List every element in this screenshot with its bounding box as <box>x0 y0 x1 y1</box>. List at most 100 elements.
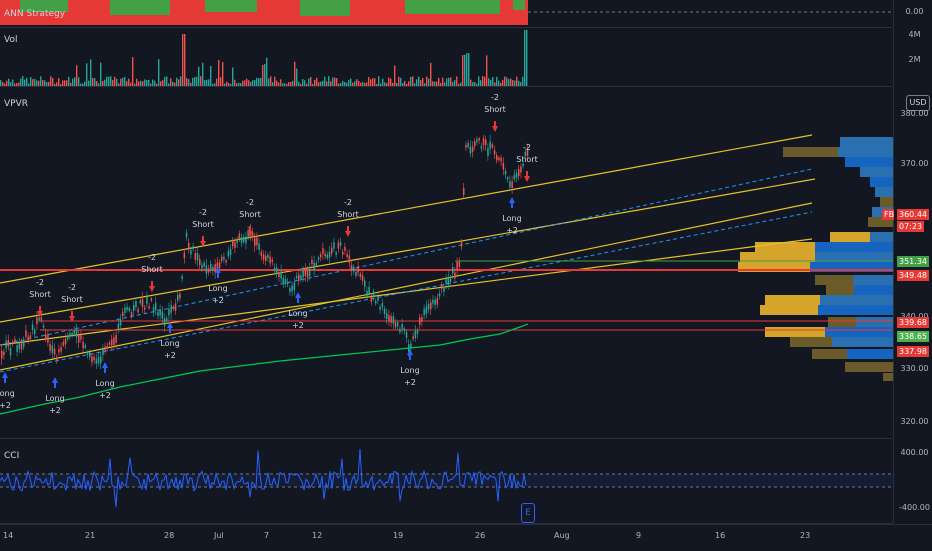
volume-bar <box>494 82 496 86</box>
volume-bar <box>302 79 304 86</box>
price-tick-330: 330.00 <box>900 364 929 373</box>
candle-body <box>518 169 520 177</box>
candle-body <box>333 242 335 249</box>
volume-bar <box>346 82 348 86</box>
candle-body <box>498 157 500 160</box>
volume-bar <box>6 80 8 86</box>
candle-body <box>47 334 49 343</box>
volume-bar <box>522 76 524 86</box>
volume-bar <box>110 76 112 86</box>
volume-axis[interactable]: 4M 2M <box>893 28 932 86</box>
candle-body <box>489 141 491 149</box>
candle-body <box>361 275 364 281</box>
volume-bar <box>86 63 88 86</box>
volume-bar <box>470 79 472 86</box>
volume-bar <box>114 76 116 86</box>
volume-bar <box>448 77 450 86</box>
candle-body <box>216 262 219 270</box>
candle-body <box>181 275 183 280</box>
price-tag-last: 360.44 <box>897 209 929 220</box>
candle-body <box>97 357 100 364</box>
volume-bar <box>56 82 58 86</box>
strategy-pane[interactable]: ANN Strategy <box>0 0 893 28</box>
volume-bar <box>436 81 438 86</box>
candle-body <box>234 242 236 248</box>
time-axis[interactable]: 14 21 28 Jul 7 12 19 26 Aug 9 16 23 <box>0 524 932 551</box>
signal-label: -2 <box>523 143 531 152</box>
candle-body <box>1 350 3 359</box>
candle-body <box>432 299 434 304</box>
cci-axis[interactable]: 400.00 -400.00 <box>893 439 932 523</box>
volume-bar <box>468 53 470 86</box>
candle-body <box>322 247 324 254</box>
candle-body <box>504 170 507 175</box>
time-label: 19 <box>393 531 404 540</box>
volume-bar <box>182 34 184 86</box>
candle-body <box>104 346 106 351</box>
candle-body <box>302 270 304 278</box>
candle-body <box>491 144 494 148</box>
candle-body <box>58 349 60 353</box>
volume-bar <box>334 77 336 86</box>
volume-bar <box>344 81 346 86</box>
candle-body <box>276 267 278 275</box>
volume-bar <box>156 83 158 86</box>
volume-bar <box>152 79 154 86</box>
candle-body <box>172 307 175 310</box>
volume-bar <box>124 76 126 86</box>
volume-bar <box>396 83 398 86</box>
volume-bar <box>394 65 396 86</box>
volume-bar <box>172 81 174 86</box>
price-tick-380: 380.00 <box>900 109 929 118</box>
volume-bar <box>288 82 290 86</box>
candle-body <box>524 151 527 157</box>
cci-pane[interactable]: CCI <box>0 439 893 524</box>
volume-bar <box>52 78 54 86</box>
volume-bar <box>148 79 150 86</box>
volume-bar <box>186 78 188 86</box>
volume-bar <box>382 78 384 86</box>
volume-bar <box>280 79 282 86</box>
strategy-axis[interactable]: 0.00 <box>893 0 932 27</box>
signal-label: +2 <box>506 226 518 235</box>
signal-label: Short <box>141 265 162 274</box>
candle-body <box>256 237 258 246</box>
signal-label: -2 <box>148 253 156 262</box>
volume-bar <box>460 82 462 86</box>
volume-bar <box>446 78 448 86</box>
candle-body <box>155 302 157 311</box>
candle-body <box>78 334 80 343</box>
volume-bar <box>30 76 32 86</box>
volume-bar <box>190 82 192 86</box>
candle-body <box>36 317 38 325</box>
volume-bar <box>332 77 334 86</box>
candle-body <box>315 262 318 266</box>
long-arrow <box>407 349 413 360</box>
candle-body <box>49 344 51 351</box>
volume-bar <box>274 76 276 86</box>
volume-bar <box>286 83 288 86</box>
earnings-icon[interactable]: E <box>521 503 535 523</box>
candle-body <box>148 306 150 309</box>
volume-bar <box>474 81 476 86</box>
candle-body <box>267 254 269 258</box>
long-arrow <box>52 377 58 388</box>
volume-pane[interactable]: Vol <box>0 28 893 87</box>
volume-bar <box>228 82 230 86</box>
strategy-tick: 0.00 <box>905 7 924 16</box>
candle-body <box>324 253 326 257</box>
candle-body <box>102 349 104 356</box>
candle-body <box>434 299 436 305</box>
volume-bar <box>178 79 180 86</box>
volume-bar <box>472 82 474 86</box>
volume-bar <box>222 62 224 86</box>
volume-bar <box>526 30 528 86</box>
currency-button[interactable]: USD <box>906 95 930 111</box>
time-label: 12 <box>312 531 323 540</box>
candle-body <box>119 319 122 325</box>
volume-bar <box>14 83 16 86</box>
price-pane[interactable]: Long +2 -2 Short Long +2 -2 Short Long +2 -2 Short L… <box>0 87 893 523</box>
volume-bar <box>430 62 432 86</box>
volume-bar <box>50 76 52 86</box>
volume-bar <box>316 77 318 86</box>
